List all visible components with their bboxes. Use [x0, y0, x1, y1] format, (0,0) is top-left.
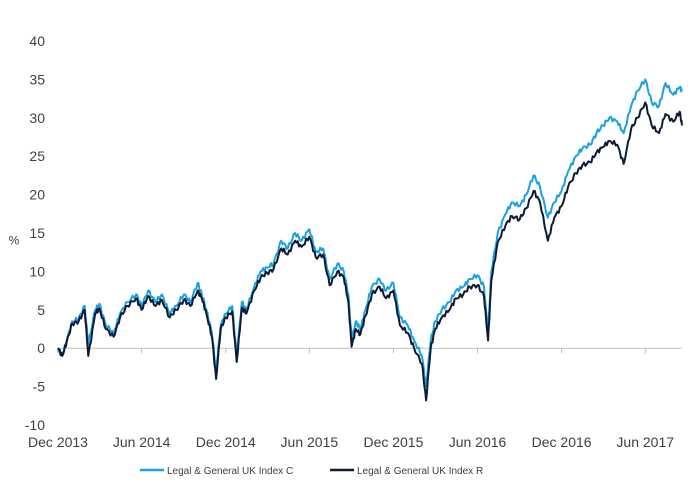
x-tick-label: Dec 2013: [28, 434, 88, 450]
series-line: [57, 78, 683, 388]
x-tick-label: Dec 2016: [532, 434, 592, 450]
x-tick-label: Jun 2016: [449, 434, 507, 450]
series-line: [57, 101, 683, 402]
y-tick-label: -10: [25, 417, 45, 433]
y-tick-label: 0: [37, 340, 45, 356]
legend: Legal & General UK Index C Legal & Genera…: [140, 466, 483, 477]
y-tick-label: 20: [29, 187, 45, 203]
y-tick-label: 25: [29, 148, 45, 164]
legend-label: Legal & General UK Index C: [167, 466, 293, 477]
y-tick-label: 35: [29, 71, 45, 87]
x-tick-label: Jun 2014: [113, 434, 171, 450]
series-layer: [57, 78, 683, 402]
legend-label: Legal & General UK Index R: [357, 466, 483, 477]
y-tick-label: 15: [29, 225, 45, 241]
y-tick-label: 40: [29, 33, 45, 49]
x-tick-label: Dec 2014: [196, 434, 256, 450]
x-tick-label: Jun 2017: [616, 434, 674, 450]
y-axis-ticks: -10 -5 0 5 10 15 20 25 30 35 40: [25, 33, 45, 433]
y-axis-title: %: [9, 234, 20, 248]
x-axis-ticks: Dec 2013 Jun 2014 Dec 2014 Jun 2015 Dec 2015…: [28, 348, 674, 450]
x-tick-label: Dec 2015: [363, 434, 423, 450]
y-tick-label: 10: [29, 263, 45, 279]
y-tick-label: 5: [37, 302, 45, 318]
y-tick-label: 30: [29, 110, 45, 126]
y-tick-label: -5: [33, 379, 46, 395]
x-tick-label: Jun 2015: [281, 434, 339, 450]
